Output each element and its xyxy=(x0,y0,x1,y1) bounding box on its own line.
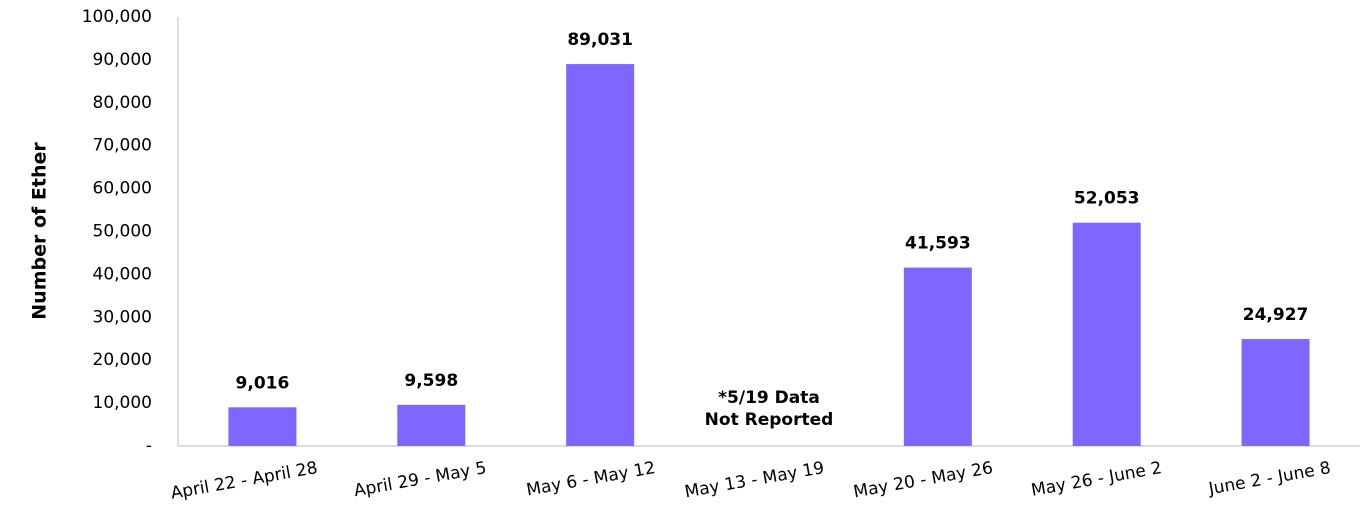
y-tick-label: 50,000 xyxy=(93,222,152,242)
x-tick-label: April 29 - May 5 xyxy=(352,458,488,501)
value-label: 52,053 xyxy=(1074,189,1140,209)
bar xyxy=(397,404,466,446)
value-label: 9,016 xyxy=(236,373,290,393)
y-tick-label: 20,000 xyxy=(93,350,152,370)
annotation: *5/19 Data xyxy=(718,388,820,408)
y-tick-label: 100,000 xyxy=(82,7,152,27)
y-tick-label: 30,000 xyxy=(93,307,152,327)
y-tick-label: 80,000 xyxy=(93,93,152,113)
bar xyxy=(1072,222,1141,446)
y-tick-label: 10,000 xyxy=(93,393,152,413)
bar xyxy=(566,64,635,446)
y-tick-label: 70,000 xyxy=(93,136,152,156)
y-tick-label: 90,000 xyxy=(93,50,152,70)
y-tick-label: 60,000 xyxy=(93,179,152,199)
x-tick-label: May 20 - May 26 xyxy=(852,458,995,502)
y-tick-label: - xyxy=(146,436,152,456)
value-label: 24,927 xyxy=(1243,305,1309,325)
value-label: 9,598 xyxy=(404,371,458,391)
value-label: 41,593 xyxy=(905,234,971,254)
x-tick-label: June 2 - June 8 xyxy=(1206,458,1332,499)
y-axis-label: Number of Ether xyxy=(29,142,51,320)
bar xyxy=(228,407,297,446)
y-tick-label: 40,000 xyxy=(93,264,152,284)
annotation: Not Reported xyxy=(705,410,834,430)
value-label: 89,031 xyxy=(567,30,633,50)
x-tick-label: April 22 - April 28 xyxy=(169,458,319,504)
bar xyxy=(903,267,972,446)
bar xyxy=(1241,339,1310,446)
x-tick-label: May 6 - May 12 xyxy=(525,458,657,500)
x-tick-label: May 13 - May 19 xyxy=(683,458,826,502)
x-tick-label: May 26 - June 2 xyxy=(1030,458,1164,501)
